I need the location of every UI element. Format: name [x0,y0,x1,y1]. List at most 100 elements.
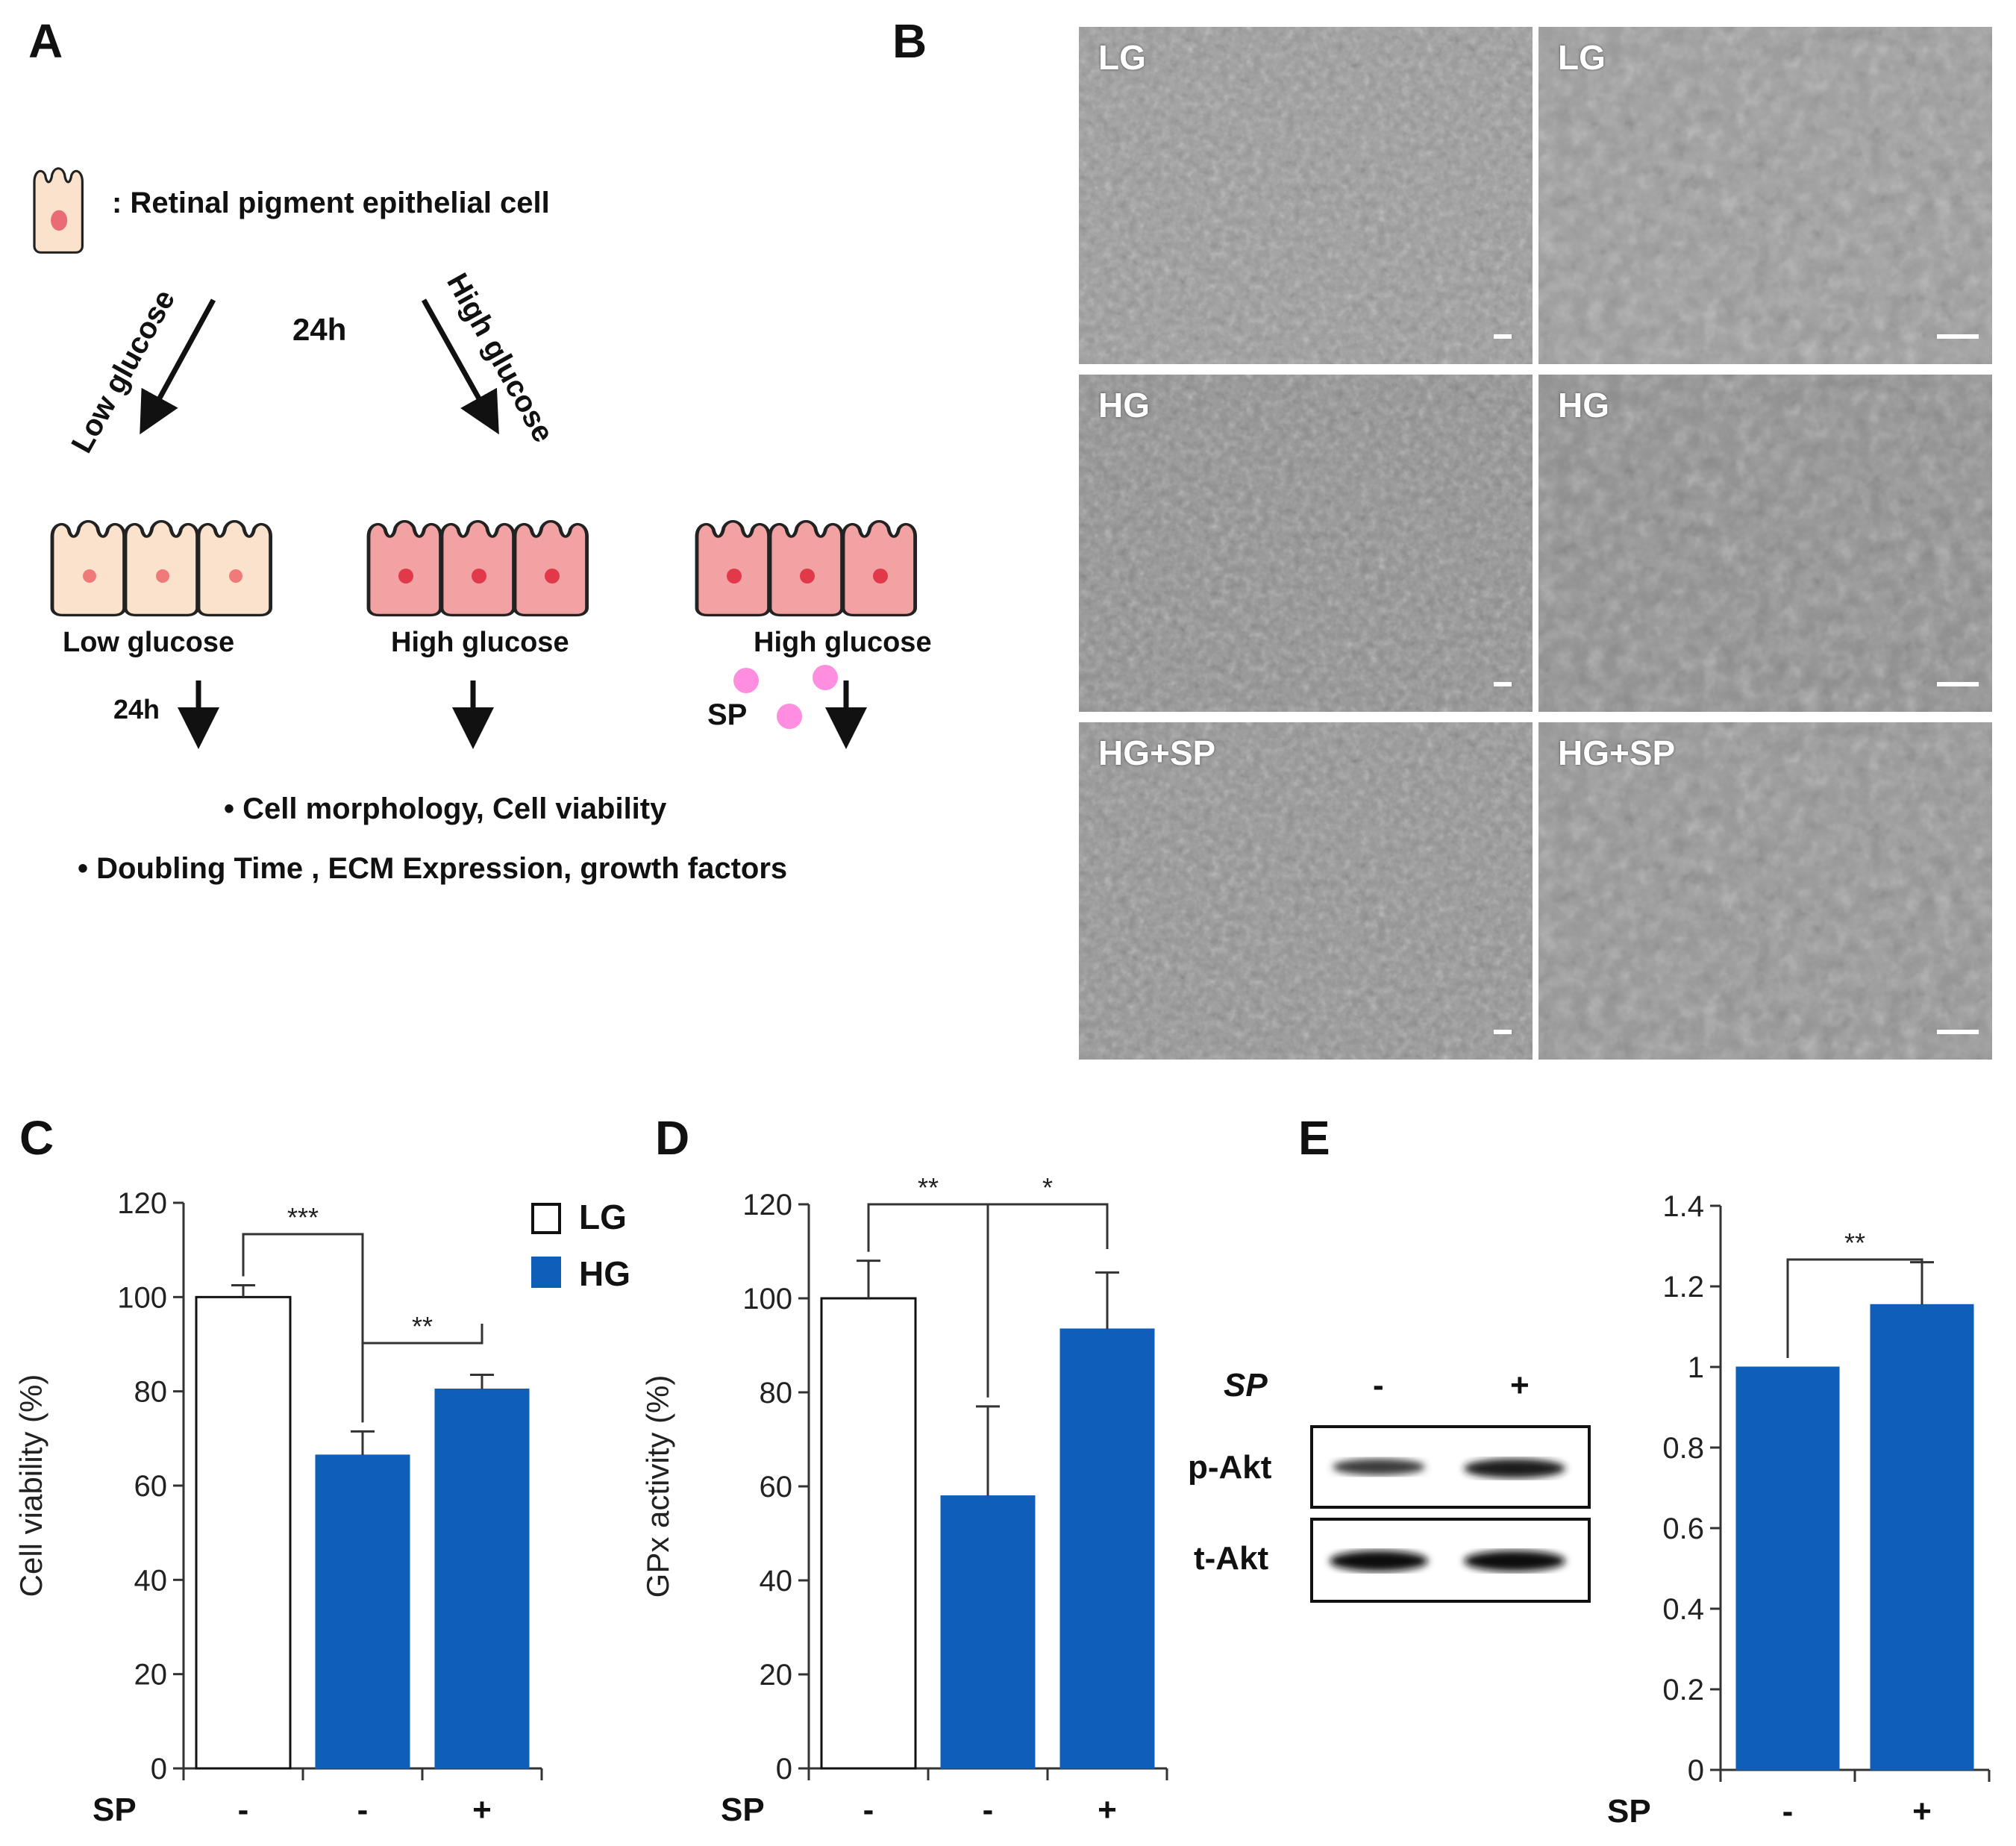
x-category-label: - [983,1792,994,1828]
micrograph-hgsp-low-mag: HG+SP [1079,722,1533,1060]
x-row-label: SP [93,1792,137,1828]
significance-label: ** [412,1311,433,1342]
x-row-label: SP [721,1792,765,1828]
micrograph-label: HG+SP [1098,733,1216,772]
significance-bracket [361,1324,483,1423]
y-tick-label: 1.4 [1662,1190,1704,1223]
arrow-low-glucose [140,298,216,435]
bar [434,1389,530,1769]
micrograph-lg-high-mag: LG [1538,27,1992,364]
y-tick-label: 20 [134,1659,168,1692]
panel-letter-c: C [19,1111,54,1165]
bullet-line-1: • Cell morphology, Cell viability [224,792,667,825]
sp-dot [813,665,838,690]
legend-hg-swatch [531,1257,561,1288]
scale-bar [1937,1030,1979,1034]
x-row-label: SP [1607,1793,1651,1830]
panel-letter-b: B [892,14,927,68]
cell-group-high-glucose [369,522,587,616]
micrograph-label: HG [1098,386,1150,425]
band-takt-plus [1464,1551,1565,1571]
blot-row-label-pakt: p-Akt [1188,1449,1272,1486]
y-tick-label: 40 [134,1564,168,1597]
micrograph-hgsp-high-mag: HG+SP [1538,722,1992,1060]
y-tick-label: 0 [776,1753,792,1786]
bar [1870,1304,1974,1771]
chart-c-cell-viability: 0 20 40 60 80 100 120 Cell viability (%) - - + SP **… [13,1187,543,1828]
y-tick-label: 20 [760,1659,793,1692]
bullet-line-2: • Doubling Time , ECM Expression, growth… [78,852,788,885]
y-tick-label: 100 [117,1281,167,1314]
x-category-label: + [1912,1793,1932,1830]
scale-bar [1937,682,1979,686]
y-tick-label: 0 [1688,1754,1704,1787]
y-tick-label: 1.2 [1662,1271,1704,1304]
time-label-top: 24h [292,312,347,347]
significance-bracket [1786,1258,1923,1358]
micrograph-hg-low-mag: HG [1079,375,1533,712]
x-category-label: + [472,1792,492,1828]
significance-label: ** [1844,1227,1865,1258]
x-category-label: - [238,1792,249,1828]
scale-bar [1494,1030,1512,1034]
y-tick-label: 0.6 [1662,1512,1704,1545]
group-label-high-glucose-sp: High glucose [754,627,932,658]
y-axis-title: Cell viability (%) [13,1374,48,1598]
x-category-label: - [863,1792,874,1828]
band-pakt-minus [1333,1459,1425,1475]
y-tick-label: 80 [134,1376,168,1409]
bar [940,1495,1036,1769]
y-tick-label: 120 [117,1187,167,1220]
bar [195,1295,292,1770]
blot-lane-minus: - [1373,1367,1384,1404]
significance-label: *** [287,1202,319,1233]
arrow-low-label: Low glucose [65,284,181,458]
blot-row-label-takt: t-Akt [1194,1540,1269,1577]
bar [1735,1366,1840,1771]
sp-label: SP [707,698,748,731]
x-category-label: + [1098,1792,1117,1828]
group-label-low-glucose: Low glucose [63,627,235,658]
y-tick-label: 60 [134,1470,168,1503]
y-tick-label: 0.8 [1662,1432,1704,1465]
micrograph-label: HG+SP [1558,733,1676,772]
micrograph-label: LG [1098,38,1146,77]
y-tick-label: 0 [151,1753,167,1786]
legend-cell-text: : Retinal pigment epithelial cell [112,187,550,219]
x-category-label: - [357,1792,369,1828]
panel-letter-e: E [1298,1111,1330,1165]
cell-group-high-glucose-sp [697,522,915,616]
arrow-high-glucose [421,298,499,435]
band-takt-minus [1330,1551,1428,1571]
scale-bar [1937,334,1979,339]
legend-hg-label: HG [579,1254,630,1293]
blot-sp-label: SP [1224,1367,1268,1404]
y-tick-label: 100 [742,1283,792,1315]
significance-bracket [242,1233,364,1358]
time-label-bottom: 24h [113,694,160,725]
chart-e-akt-ratio: 0 0.2 0.4 0.6 0.8 1 1.2 1.4 - + SP ** [1607,1190,1991,1830]
bar [820,1297,917,1770]
legend-cell-icon [33,167,84,254]
y-tick-label: 0.2 [1662,1674,1704,1706]
sp-dot [777,704,802,729]
scale-bar [1494,682,1512,686]
bar [315,1454,410,1769]
y-tick-label: 0.4 [1662,1593,1704,1626]
significance-bracket [986,1203,1109,1398]
y-tick-label: 120 [742,1189,792,1221]
micrograph-lg-low-mag: LG [1079,27,1533,364]
micrograph-hg-high-mag: HG [1538,375,1992,712]
x-category-label: - [1782,1793,1794,1830]
panel-a-schematic: Low glucose High glucose [33,167,880,749]
y-axis-title: GPx activity (%) [640,1375,675,1598]
micrograph-label: HG [1558,386,1609,425]
band-pakt-plus [1464,1459,1565,1478]
panel-letter-a: A [28,14,63,68]
bar [1059,1328,1155,1769]
western-blot [1310,1425,1591,1603]
blot-lane-plus: + [1510,1367,1530,1404]
significance-label: * [1042,1172,1053,1203]
y-tick-label: 80 [760,1377,793,1409]
